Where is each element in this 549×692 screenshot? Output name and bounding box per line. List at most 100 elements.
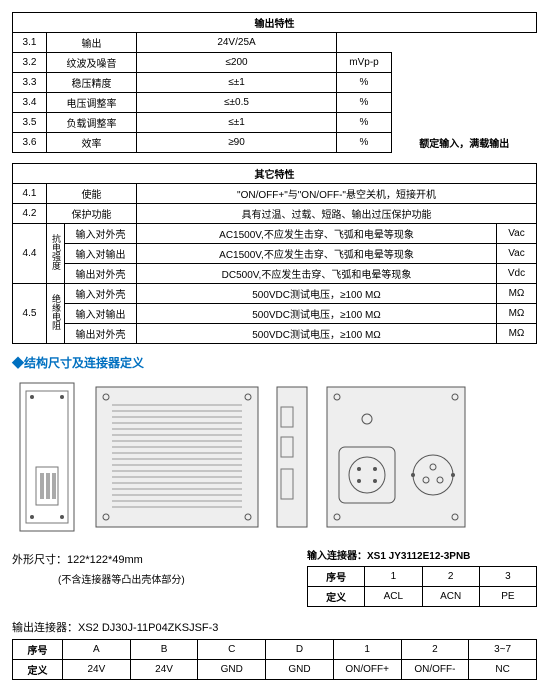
table-row: 4.1 使能 "ON/OFF+"与"ON/OFF-"悬空关机，短接开机: [13, 184, 537, 204]
diagram-side-view: [12, 377, 82, 537]
cell: 3: [479, 567, 536, 587]
cell: 4.2: [13, 204, 47, 224]
cell: NC: [469, 660, 537, 680]
cell: Vac: [496, 244, 536, 264]
cell: 抗电强度: [47, 224, 65, 284]
cell: 稳压精度: [47, 73, 137, 93]
input-connector-label: 输入连接器：XS1 JY3112E12-3PNB: [307, 547, 537, 562]
table-row: 3.1 输出 24V/25A: [13, 33, 537, 53]
cell: GND: [198, 660, 266, 680]
dim-note: (不含连接器等凸出壳体部分): [58, 571, 297, 586]
diagram-area: [12, 377, 537, 537]
table-row: 输入对输出 AC1500V,不应发生击穿、飞弧和电晕等现象 Vac: [13, 244, 537, 264]
table-row: 3.5 负载调整率 ≤±1 %: [13, 113, 537, 133]
cell: 2: [401, 640, 469, 660]
output-conn-label: 输出连接器：: [12, 622, 78, 634]
cell: ≤200: [137, 53, 337, 73]
output-connector-label: 输出连接器：XS2 DJ30J-11P04ZKSJSF-3: [12, 619, 537, 635]
cell: AC1500V,不应发生击穿、飞弧和电晕等现象: [137, 244, 497, 264]
cell: Vac: [496, 224, 536, 244]
cell: ACL: [365, 587, 422, 607]
cell: 绝缘电阻: [47, 284, 65, 344]
input-connector-table: 序号 1 2 3 定义 ACL ACN PE: [307, 566, 537, 607]
cell: 1: [365, 567, 422, 587]
output-conn-value: XS2 DJ30J-11P04ZKSJSF-3: [78, 622, 218, 634]
table-row: 定义 ACL ACN PE: [308, 587, 537, 607]
diagram-edge-view: [273, 377, 313, 537]
dim-value: 122*122*49mm: [67, 554, 143, 566]
cell: ACN: [422, 587, 479, 607]
diagram-top-view: [90, 377, 265, 537]
cell: [392, 93, 537, 113]
section-title-text: 结构尺寸及连接器定义: [24, 356, 144, 370]
cell: mVp-p: [337, 53, 392, 73]
cell: AC1500V,不应发生击穿、飞弧和电晕等现象: [137, 224, 497, 244]
other-characteristics-table: 其它特性 4.1 使能 "ON/OFF+"与"ON/OFF-"悬空关机，短接开机…: [12, 163, 537, 344]
dim-and-input-row: 外形尺寸：122*122*49mm (不含连接器等凸出壳体部分) 输入连接器：X…: [12, 547, 537, 607]
dim-label: 外形尺寸：: [12, 554, 67, 566]
cell: [392, 73, 537, 93]
cell: 输出对外壳: [65, 264, 137, 284]
cell: 3.5: [13, 113, 47, 133]
table-row: 3.3 稳压精度 ≤±1 %: [13, 73, 537, 93]
cell: 24V: [130, 660, 198, 680]
cell: 序号: [13, 640, 63, 660]
cell: Vdc: [496, 264, 536, 284]
cell: ≤±1: [137, 113, 337, 133]
cell: %: [337, 73, 392, 93]
table-row: 3.4 电压调整率 ≤±0.5 %: [13, 93, 537, 113]
diamond-icon: ◆: [12, 356, 24, 370]
vertical-label: 抗电强度: [51, 234, 60, 270]
vertical-label: 绝缘电阻: [51, 294, 60, 330]
diagram-front-view: [321, 377, 471, 537]
cell: 500VDC测试电压，≥100 MΩ: [137, 304, 497, 324]
cell: [392, 53, 537, 73]
table-row: 4.4 抗电强度 输入对外壳 AC1500V,不应发生击穿、飞弧和电晕等现象 V…: [13, 224, 537, 244]
table-row: 输入对输出 500VDC测试电压，≥100 MΩ MΩ: [13, 304, 537, 324]
output-connector-table: 序号 A B C D 1 2 3~7 定义 24V 24V GND GND ON…: [12, 639, 537, 680]
table-row: 4.2 保护功能 具有过温、过载、短路、输出过压保护功能: [13, 204, 537, 224]
table1-header: 输出特性: [13, 13, 537, 33]
output-characteristics-table: 输出特性 3.1 输出 24V/25A 3.2 纹波及噪音 ≤200 mVp-p…: [12, 12, 537, 153]
cell: 500VDC测试电压，≥100 MΩ: [137, 284, 497, 304]
cell: DC500V,不应发生击穿、飞弧和电晕等现象: [137, 264, 497, 284]
cell: B: [130, 640, 198, 660]
cell: 具有过温、过载、短路、输出过压保护功能: [137, 204, 537, 224]
cell: ≤±1: [137, 73, 337, 93]
cell: ≥90: [137, 133, 337, 153]
cell: [392, 113, 537, 133]
cell: 保护功能: [47, 204, 137, 224]
cell: ≤±0.5: [137, 93, 337, 113]
cell: GND: [266, 660, 334, 680]
cell: 3.4: [13, 93, 47, 113]
cell: 4.1: [13, 184, 47, 204]
cell: 输出对外壳: [65, 324, 137, 344]
cell: 3~7: [469, 640, 537, 660]
cell: MΩ: [496, 304, 536, 324]
table-row: 序号 1 2 3: [308, 567, 537, 587]
cell: D: [266, 640, 334, 660]
cell: 4.5: [13, 284, 47, 344]
table-row: 4.5 绝缘电阻 输入对外壳 500VDC测试电压，≥100 MΩ MΩ: [13, 284, 537, 304]
cell: 3.2: [13, 53, 47, 73]
cell: 3.1: [13, 33, 47, 53]
cell: 24V: [63, 660, 131, 680]
cell: 电压调整率: [47, 93, 137, 113]
cell: 24V/25A: [137, 33, 337, 53]
cell: 3.3: [13, 73, 47, 93]
cell: 负载调整率: [47, 113, 137, 133]
cell: 额定输入，满载输出: [392, 133, 537, 153]
table-row: 3.6 效率 ≥90 % 额定输入，满载输出: [13, 133, 537, 153]
cell: 效率: [47, 133, 137, 153]
cell: %: [337, 113, 392, 133]
cell: 序号: [308, 567, 365, 587]
cell: 2: [422, 567, 479, 587]
cell: 输入对外壳: [65, 224, 137, 244]
cell: 输入对输出: [65, 304, 137, 324]
cell: 纹波及噪音: [47, 53, 137, 73]
cell: 定义: [308, 587, 365, 607]
input-conn-label: 输入连接器：: [307, 551, 367, 562]
cell: ON/OFF-: [401, 660, 469, 680]
cell: 输入对输出: [65, 244, 137, 264]
cell: C: [198, 640, 266, 660]
